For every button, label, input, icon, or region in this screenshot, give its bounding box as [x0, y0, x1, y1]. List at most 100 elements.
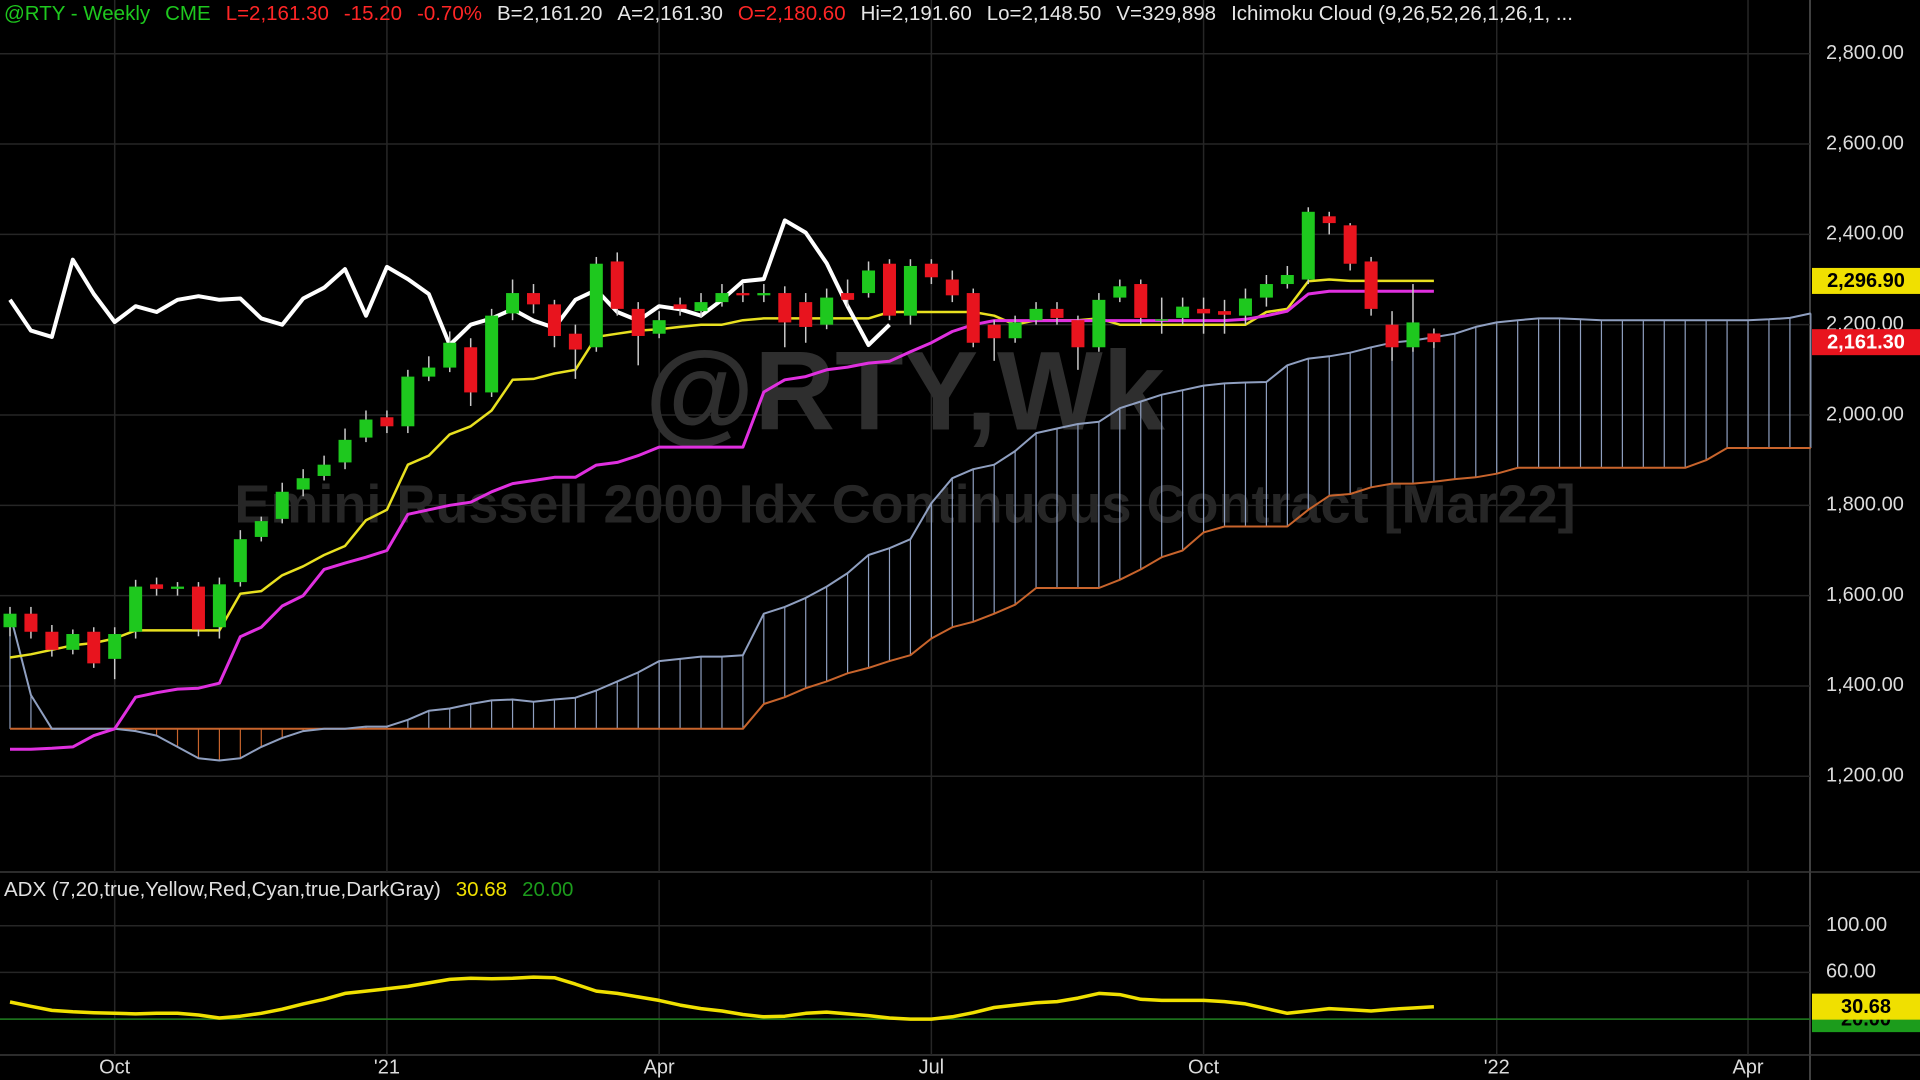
candle-body [254, 521, 268, 537]
price-marker [1812, 993, 1920, 1020]
candle-body [1134, 284, 1148, 318]
candle-body [1050, 308, 1064, 318]
candle-body [464, 347, 478, 393]
x-tick-label: '21 [374, 1056, 400, 1078]
header-text: @RTY - Weekly [4, 2, 151, 25]
x-tick-label: Apr [644, 1056, 675, 1078]
cloud-span-b [10, 447, 1811, 730]
candle-body [610, 261, 624, 309]
candle-body [1197, 308, 1211, 314]
indicator-line [9, 278, 1434, 659]
header-text: Lo=2,148.50 [986, 2, 1102, 25]
x-tick-label: Oct [99, 1056, 131, 1078]
header-text: B=2,161.20 [496, 2, 603, 25]
candle-body [1280, 275, 1294, 285]
candle-body [882, 263, 896, 316]
x-tick-label: Oct [1188, 1056, 1220, 1078]
candle-body [1155, 319, 1169, 321]
candle-body [589, 263, 603, 348]
x-tick-label: '22 [1484, 1056, 1510, 1078]
y-tick-label: 2,800.00 [1826, 42, 1904, 64]
y-tick-label: 1,600.00 [1826, 584, 1904, 606]
candle-body [715, 293, 729, 303]
candle-body [945, 279, 959, 296]
candle-body [1343, 225, 1357, 264]
candle-body [778, 293, 792, 323]
candle-body [757, 293, 771, 296]
price-marker-label: 2,296.90 [1827, 270, 1905, 292]
candle-body [1385, 324, 1399, 348]
candle-body [380, 417, 394, 427]
candle-body [422, 367, 436, 377]
header-text: V=329,898 [1116, 2, 1217, 25]
header-text: CME [165, 2, 211, 25]
candle-body [987, 324, 1001, 339]
candle-body [45, 631, 59, 650]
watermark-subtitle: Emini Russell 2000 Idx Continuous Contra… [234, 474, 1575, 534]
indicator-line [8, 218, 891, 347]
candle-body [736, 293, 750, 296]
header-text: Ichimoku Cloud (9,26,52,26,1,26,1, ... [1231, 2, 1573, 25]
candle-body [150, 584, 164, 589]
candle-body [212, 584, 226, 628]
candle-body [401, 376, 415, 427]
price-marker [1812, 329, 1920, 356]
candle-body [862, 270, 876, 294]
candle-body [1259, 284, 1273, 298]
candle-body [191, 586, 205, 630]
candle-body [1322, 216, 1336, 224]
candle-body [924, 263, 938, 278]
candle-body [799, 302, 813, 327]
candle-body [1364, 261, 1378, 309]
header-text: 20.00 [522, 878, 574, 901]
y-tick-label: 2,400.00 [1826, 223, 1904, 245]
header-text: O=2,180.60 [737, 2, 846, 25]
adx-header: ADX (7,20,true,Yellow,Red,Cyan,true,Dark… [4, 878, 1804, 902]
candle-body [87, 631, 101, 664]
header-text: ADX (7,20,true,Yellow,Red,Cyan,true,Dark… [4, 878, 441, 901]
candle-body [652, 320, 666, 334]
candle-body [568, 333, 582, 350]
adx-line [9, 975, 1435, 1021]
price-header: @RTY - Weekly CME L=2,161.30 -15.20 -0.70% B=… [4, 2, 1804, 26]
candle-body [296, 478, 310, 490]
candle-body [1176, 306, 1190, 318]
candle-body [1092, 299, 1106, 348]
candle-body [903, 265, 917, 316]
header-text: L=2,161.30 [225, 2, 329, 25]
candle-body [820, 297, 834, 325]
header-text: -15.20 [343, 2, 402, 25]
header-text: 30.68 [455, 878, 508, 901]
candle-body [171, 586, 185, 589]
y-tick-label: 1,400.00 [1826, 674, 1904, 696]
y-tick-label: 1,200.00 [1826, 765, 1904, 787]
candle-body [673, 304, 687, 309]
candle-body [1406, 322, 1420, 348]
candle-body [547, 304, 561, 336]
candle-body [1238, 298, 1252, 316]
candle-body [275, 491, 289, 519]
candle-body [317, 464, 331, 476]
price-marker-label: 30.68 [1841, 996, 1891, 1018]
candle-body [233, 539, 247, 583]
watermark: @RTY,Wk [645, 329, 1166, 454]
price-marker-label: 2,161.30 [1827, 331, 1905, 353]
candle-body [485, 315, 499, 393]
header-text: -0.70% [417, 2, 482, 25]
y-tick-label: 60.00 [1826, 961, 1876, 983]
candle-body [359, 419, 373, 438]
candle-body [66, 634, 80, 650]
candle-body [694, 302, 708, 312]
candle-body [1301, 211, 1315, 280]
header-text: A=2,161.30 [617, 2, 723, 25]
candle-body [24, 613, 38, 632]
candle-body [1218, 311, 1232, 315]
candle-body [841, 293, 855, 300]
candle-body [966, 293, 980, 343]
candle-body [108, 634, 122, 659]
candle-body [506, 293, 520, 314]
candle-body [129, 586, 143, 632]
candle-body [3, 613, 17, 628]
price-marker [1812, 267, 1920, 294]
